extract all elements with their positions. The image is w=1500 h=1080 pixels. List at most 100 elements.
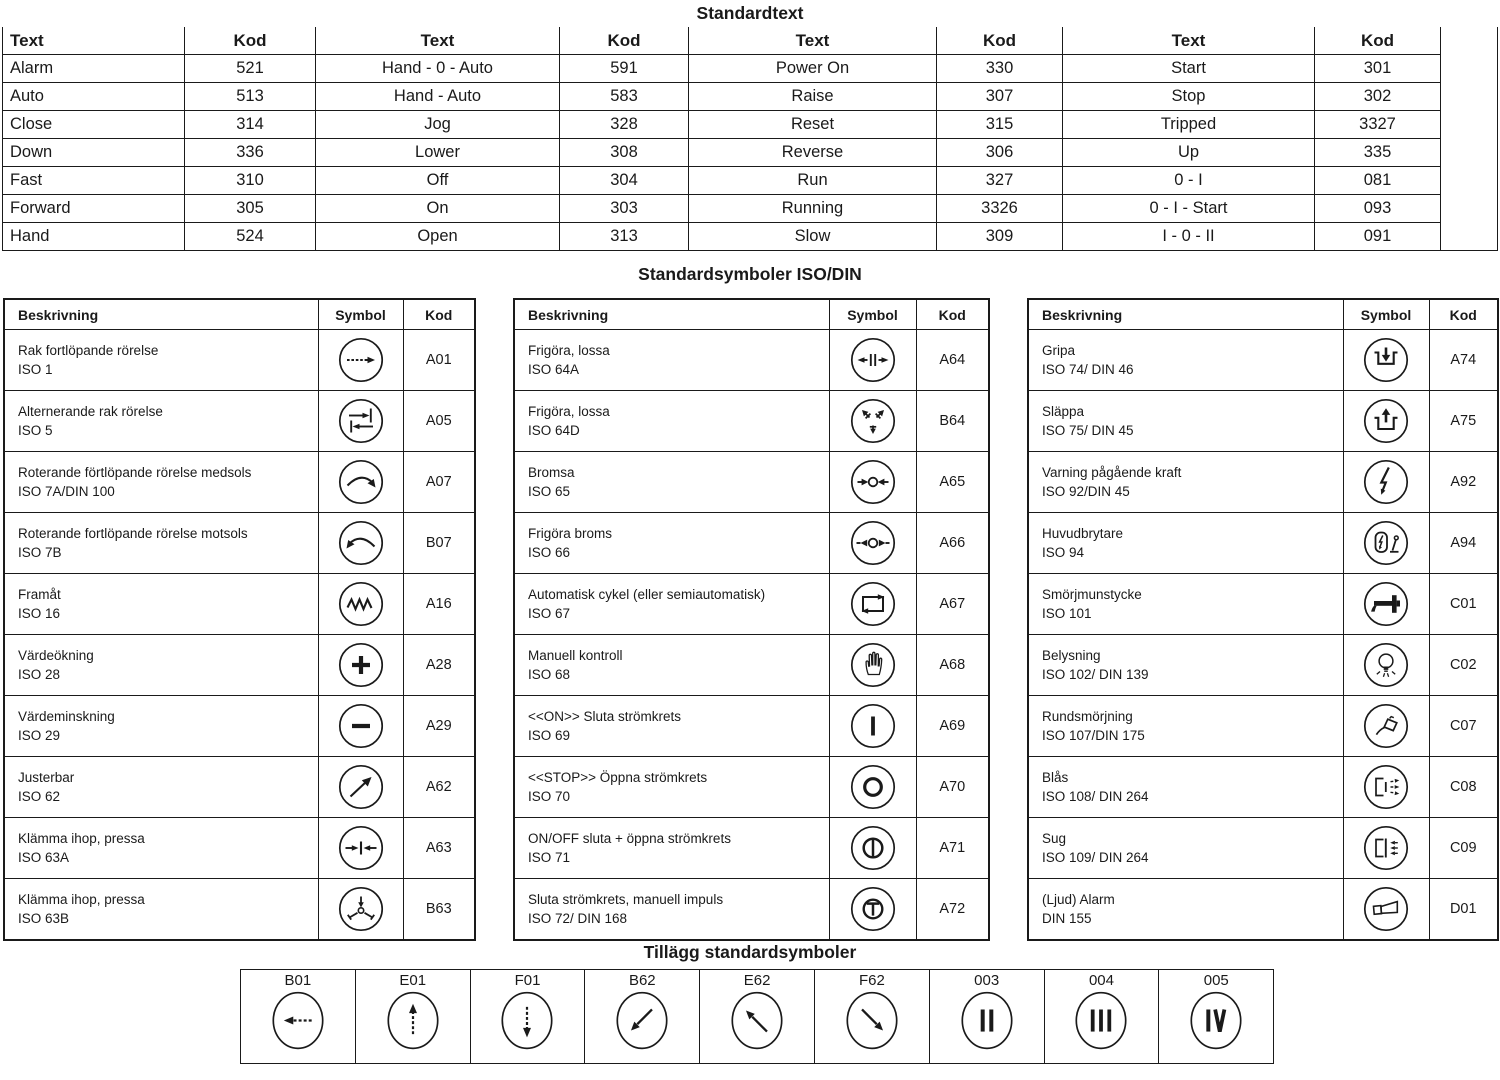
description-line2: ISO 102/ DIN 139 [1042, 667, 1149, 682]
symbol-row: ON/OFF sluta + öppna strömkrets ISO 71 A71 [513, 817, 990, 879]
tillagg-code: E01 [399, 972, 427, 989]
symbol-cell [317, 390, 404, 452]
description-line2: ISO 71 [528, 850, 571, 865]
symbol-cell [828, 329, 917, 391]
tillagg-item: F62 [813, 969, 930, 1064]
description-cell: Frigöra, lossa ISO 64A [513, 329, 830, 391]
kod-cell: 301 [1314, 54, 1441, 83]
description-line1: Sug [1042, 831, 1067, 846]
description-line1: Framåt [18, 587, 61, 602]
symbol-cell [828, 695, 917, 757]
description-cell: Gripa ISO 74/ DIN 46 [1027, 329, 1344, 391]
description-line1: Klämma ihop, pressa [18, 892, 145, 907]
description-line2: ISO 63A [18, 850, 70, 865]
description-line2: ISO 66 [528, 545, 571, 560]
description-line1: Blås [1042, 770, 1069, 785]
press-three-jaw-icon [319, 885, 403, 933]
arrow-left-icon [241, 989, 355, 1051]
symbol-cell [317, 756, 404, 818]
arrow-up-icon [356, 989, 470, 1051]
kod-cell: 304 [559, 166, 689, 195]
column-header: Text [688, 27, 937, 55]
description-line2: ISO 108/ DIN 264 [1042, 789, 1149, 804]
kod-cell: A75 [1428, 390, 1499, 452]
text-cell: Reset [688, 110, 937, 139]
symbol-cell [317, 695, 404, 757]
description-cell: Frigöra broms ISO 66 [513, 512, 830, 574]
auto-cycle-icon [830, 580, 916, 628]
description-line1: (Ljud) Alarm [1042, 892, 1115, 907]
description-line1: Manuell kontroll [528, 648, 623, 663]
column-header: Beskrivning [513, 298, 830, 330]
kod-cell: 335 [1314, 138, 1441, 167]
kod-cell: 305 [184, 194, 316, 223]
symbol-row: Värdeökning ISO 28 A28 [3, 634, 476, 696]
kod-cell: 310 [184, 166, 316, 195]
zigzag-forward-icon [319, 580, 403, 628]
hand-icon [830, 641, 916, 689]
kod-cell: 315 [936, 110, 1063, 139]
description-cell: Klämma ihop, pressa ISO 63B [3, 878, 319, 941]
symbol-cell [828, 878, 917, 941]
symbol-table-header-row: Beskrivning Symbol Kod [3, 298, 476, 330]
symbol-cell [828, 817, 917, 879]
kod-cell: 307 [936, 82, 1063, 111]
lightning-icon [1344, 458, 1429, 506]
kod-cell: A69 [915, 695, 990, 757]
kod-cell: C08 [1428, 756, 1499, 818]
text-cell: Up [1062, 138, 1315, 167]
column-header: Symbol [1342, 298, 1430, 330]
text-cell: Start [1062, 54, 1315, 83]
description-cell: Alternerande rak rörelse ISO 5 [3, 390, 319, 452]
description-line2: ISO 63B [18, 911, 70, 926]
kod-cell: A29 [402, 695, 476, 757]
description-line2: ISO 92/DIN 45 [1042, 484, 1130, 499]
symbol-cell [317, 573, 404, 635]
symbol-cell [828, 512, 917, 574]
symbol-row: Belysning ISO 102/ DIN 139 C02 [1027, 634, 1499, 696]
column-header: Beskrivning [3, 298, 319, 330]
kod-cell: A92 [1428, 451, 1499, 513]
text-cell: Tripped [1062, 110, 1315, 139]
description-line1: <<ON>> Sluta strömkrets [528, 709, 682, 724]
kod-cell: 328 [559, 110, 689, 139]
kod-cell: 303 [559, 194, 689, 223]
text-cell: I - 0 - II [1062, 222, 1315, 251]
kod-cell: A66 [915, 512, 990, 574]
symbol-cell [1342, 329, 1430, 391]
kod-cell: A64 [915, 329, 990, 391]
kod-cell: 521 [184, 54, 316, 83]
tillagg-item: 004 [1043, 969, 1160, 1064]
text-cell: 0 - I [1062, 166, 1315, 195]
symbol-row: Värdeminskning ISO 29 A29 [3, 695, 476, 757]
press-together-icon [319, 824, 403, 872]
blow-nozzle-icon [1344, 763, 1429, 811]
description-line1: Klämma ihop, pressa [18, 831, 145, 846]
column-header: Kod [402, 298, 476, 330]
text-cell: Hand [2, 222, 185, 251]
description-line2: ISO 64A [528, 362, 580, 377]
symbol-row: Sluta strömkrets, manuell impuls ISO 72/ … [513, 878, 990, 941]
text-cell: Open [315, 222, 560, 251]
text-cell: Hand - 0 - Auto [315, 54, 560, 83]
symbol-cell [828, 390, 917, 452]
description-line2: ISO 62 [18, 789, 61, 804]
kod-cell: 327 [936, 166, 1063, 195]
suction-nozzle-icon [1344, 824, 1429, 872]
description-cell: Smörjmunstycke ISO 101 [1027, 573, 1344, 635]
description-line1: Gripa [1042, 343, 1076, 358]
kod-cell: B64 [915, 390, 990, 452]
description-line2: ISO 65 [528, 484, 571, 499]
description-line2: ISO 1 [18, 362, 53, 377]
description-line1: Värdeökning [18, 648, 94, 663]
tillagg-item: E62 [699, 969, 815, 1064]
symbol-cell [1342, 451, 1430, 513]
description-line1: <<STOP>> Öppna strömkrets [528, 770, 708, 785]
standardtext-section: Text Kod Text Kod Text Kod Text Kod Alarm 521 Hand… [2, 27, 1498, 251]
symbol-cell [317, 878, 404, 941]
kod-cell: A65 [915, 451, 990, 513]
kod-cell: 309 [936, 222, 1063, 251]
tillagg-item: F01 [469, 969, 586, 1064]
description-line2: ISO 29 [18, 728, 61, 743]
tillagg-code: F62 [858, 972, 885, 989]
